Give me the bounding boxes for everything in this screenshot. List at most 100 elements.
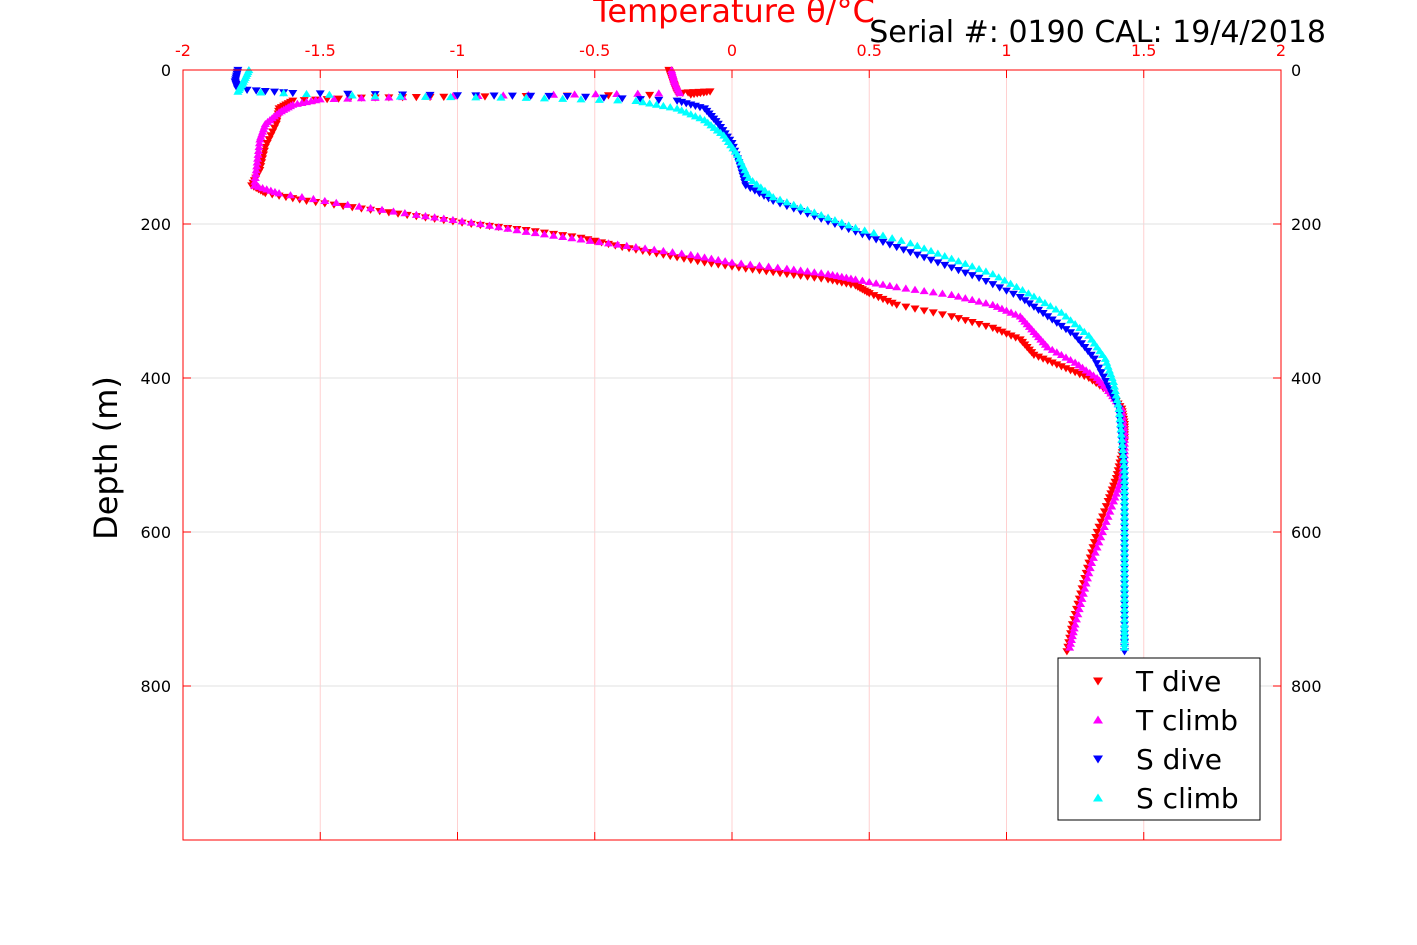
- data-point: [802, 273, 812, 281]
- data-point: [242, 86, 252, 94]
- data-point: [562, 93, 572, 101]
- data-point: [1012, 282, 1022, 291]
- data-point: [1107, 486, 1117, 494]
- legend: T dive T climb S dive S climb: [1057, 657, 1261, 821]
- data-point: [549, 231, 559, 239]
- data-point: [1008, 290, 1018, 298]
- data-point: [809, 208, 819, 216]
- data-point: [645, 91, 655, 100]
- data-point: [268, 128, 278, 136]
- legend-marker: [1093, 677, 1103, 686]
- data-point: [873, 294, 883, 302]
- data-point: [567, 234, 577, 242]
- data-point: [761, 268, 771, 276]
- data-point: [857, 276, 867, 284]
- data-point: [1115, 415, 1125, 423]
- y-tick-label-left: 800: [140, 677, 171, 696]
- data-point: [539, 94, 549, 102]
- data-point: [1066, 367, 1076, 375]
- data-point: [343, 90, 353, 98]
- data-point: [933, 259, 943, 267]
- data-point: [967, 272, 977, 280]
- data-point: [1090, 548, 1100, 556]
- data-point: [1080, 584, 1090, 592]
- data-point: [1043, 313, 1053, 321]
- data-point: [901, 303, 911, 311]
- data-point: [331, 198, 341, 206]
- data-point: [256, 88, 266, 96]
- data-point: [1092, 528, 1102, 537]
- data-point: [887, 234, 897, 242]
- data-point: [775, 195, 785, 203]
- data-point: [599, 94, 609, 102]
- data-point: [471, 93, 481, 101]
- data-point: [613, 240, 623, 248]
- data-point: [1101, 517, 1111, 525]
- data-point: [892, 243, 902, 252]
- data-point: [878, 231, 888, 239]
- data-point: [411, 94, 421, 102]
- data-point: [576, 95, 586, 103]
- data-point: [1120, 643, 1130, 651]
- data-point: [1084, 569, 1094, 577]
- data-point: [892, 283, 902, 291]
- data-point: [631, 243, 641, 251]
- data-point: [485, 221, 495, 229]
- x-tick-label: -1.5: [305, 41, 336, 60]
- data-point: [1120, 604, 1130, 613]
- data-point: [1115, 420, 1125, 428]
- data-point: [809, 268, 819, 276]
- data-point: [1045, 302, 1055, 310]
- data-point: [995, 284, 1005, 292]
- data-point: [430, 213, 440, 221]
- data-point: [270, 88, 279, 96]
- data-point: [1105, 507, 1115, 515]
- data-point: [1067, 631, 1077, 640]
- data-point: [1069, 624, 1079, 632]
- data-point: [1066, 329, 1076, 337]
- data-point: [1101, 378, 1111, 386]
- data-point: [420, 92, 430, 100]
- data-point: [539, 230, 549, 238]
- data-point: [395, 92, 405, 100]
- data-point: [503, 224, 513, 232]
- data-point: [654, 96, 664, 105]
- data-point: [802, 205, 812, 214]
- data-point: [1120, 624, 1130, 632]
- data-point: [1120, 502, 1130, 510]
- data-point: [270, 124, 279, 132]
- data-point: [1002, 306, 1011, 314]
- data-point: [1120, 517, 1130, 525]
- data-point: [960, 259, 970, 267]
- data-point: [953, 292, 963, 300]
- data-point: [658, 246, 668, 255]
- data-point: [743, 173, 753, 181]
- data-point: [919, 307, 929, 315]
- legend-label: T dive: [1135, 665, 1221, 698]
- data-point: [933, 249, 943, 257]
- data-point: [1071, 615, 1081, 623]
- data-point: [254, 139, 264, 147]
- data-point: [1043, 357, 1053, 365]
- data-point: [631, 96, 641, 104]
- legend-marker: [1093, 793, 1103, 802]
- data-point: [1120, 527, 1130, 536]
- data-point: [677, 106, 687, 114]
- data-point: [988, 300, 998, 308]
- data-point: [457, 217, 467, 225]
- data-point: [974, 297, 984, 305]
- data-point: [960, 294, 970, 302]
- data-point: [1043, 343, 1053, 351]
- data-point: [1047, 316, 1057, 324]
- data-point: [809, 274, 819, 282]
- data-point: [1051, 305, 1061, 313]
- data-point: [1120, 466, 1130, 474]
- data-point: [988, 324, 998, 332]
- data-point: [1109, 497, 1119, 505]
- data-point: [1098, 513, 1108, 521]
- data-point: [250, 177, 260, 185]
- data-point: [816, 210, 826, 219]
- y-tick-label-left: 400: [140, 369, 171, 388]
- data-point: [1015, 294, 1025, 302]
- data-point: [1047, 359, 1057, 367]
